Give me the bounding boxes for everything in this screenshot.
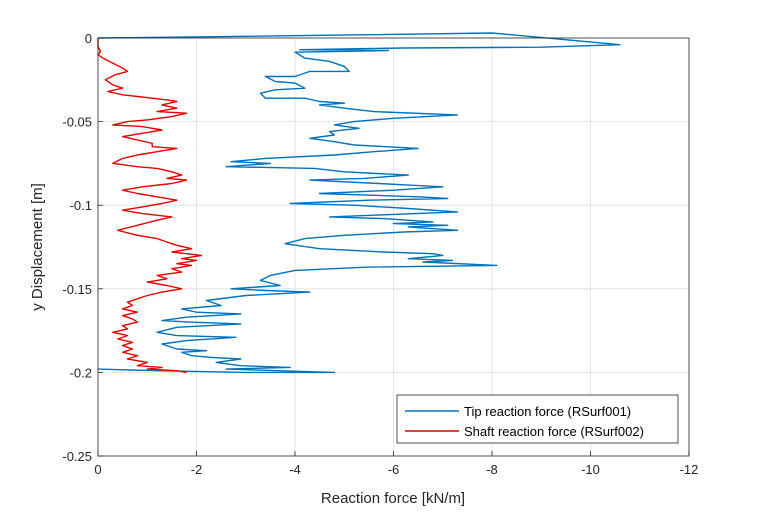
y-axis-label: y Displacement [m]: [29, 183, 46, 311]
x-tick-label: -4: [289, 462, 301, 477]
legend: Tip reaction force (RSurf001) Shaft reac…: [396, 394, 679, 444]
ticks: 0 -2 -4 -6 -8 -10 -12 0 -0.05 -0.1 -0.15 -0.2 -0.25: [62, 31, 698, 477]
legend-label-shaft: Shaft reaction force (RSurf002): [464, 424, 644, 439]
x-tick-label: -8: [486, 462, 498, 477]
x-axis-label: Reaction force [kN/m]: [321, 490, 465, 507]
x-tick-label: -10: [581, 462, 600, 477]
series-line-tip-reaction: [97, 32, 621, 374]
series-line-shaft-reaction: [97, 38, 203, 374]
series-layer: [97, 32, 621, 374]
y-tick-label: -0.05: [62, 115, 92, 130]
y-tick-label: -0.2: [70, 365, 92, 380]
x-tick-label: -12: [680, 462, 699, 477]
x-tick-label: -6: [388, 462, 400, 477]
y-tick-label: 0: [85, 31, 92, 46]
x-tick-label: 0: [94, 462, 101, 477]
y-tick-label: -0.15: [62, 282, 92, 297]
legend-label-tip: Tip reaction force (RSurf001): [464, 404, 631, 419]
y-tick-label: -0.1: [70, 198, 92, 213]
y-tick-label: -0.25: [62, 449, 92, 464]
legend-box: [396, 394, 679, 444]
x-tick-label: -2: [191, 462, 203, 477]
